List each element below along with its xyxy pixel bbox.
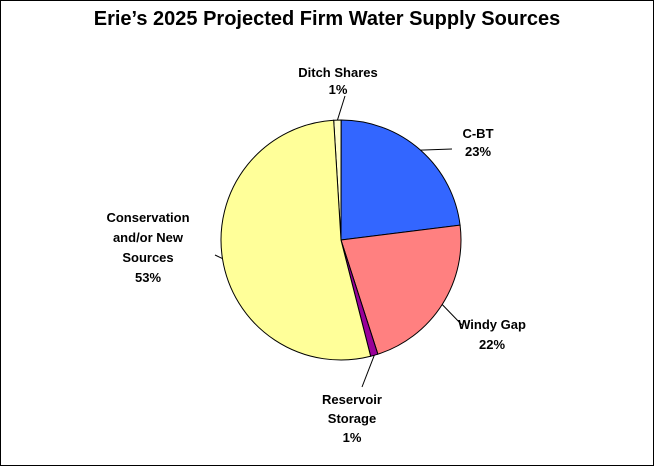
pie-slice-2 bbox=[340, 224, 462, 355]
pie-slice-1 bbox=[340, 119, 461, 241]
slice-category-label: C-BT bbox=[462, 126, 493, 141]
slice-value-label: 1% bbox=[329, 82, 348, 97]
leader-line-0 bbox=[336, 95, 346, 121]
leader-line-3 bbox=[361, 355, 375, 388]
slice-category-label: Ditch Shares bbox=[298, 65, 377, 80]
slice-label-2: Windy Gap 22% bbox=[458, 317, 526, 352]
slice-label-1: C-BT 23% bbox=[462, 126, 493, 159]
slice-label-4: Conservation and/or New Sources 53% bbox=[106, 210, 189, 285]
leader-line-1 bbox=[420, 148, 453, 151]
slice-category-label: Reservoir bbox=[322, 392, 382, 407]
slice-category-label: Windy Gap bbox=[458, 317, 526, 332]
leader-line-2 bbox=[441, 304, 463, 326]
slice-value-label: 1% bbox=[343, 430, 362, 445]
slice-value-label: 53% bbox=[135, 270, 161, 285]
slice-label-3: Reservoir Storage 1% bbox=[322, 392, 382, 445]
slice-category-label: Sources bbox=[122, 250, 173, 265]
leader-line-4 bbox=[214, 254, 223, 260]
slice-value-label: 22% bbox=[479, 337, 505, 352]
slice-category-label: Conservation bbox=[106, 210, 189, 225]
slice-category-label: and/or New bbox=[113, 230, 184, 245]
pie-slice-4 bbox=[220, 119, 372, 361]
chart-title: Erie’s 2025 Projected Firm Water Supply … bbox=[93, 8, 561, 30]
slice-value-label: 23% bbox=[465, 144, 491, 159]
slice-label-0: Ditch Shares 1% bbox=[298, 65, 377, 97]
slice-category-label: Storage bbox=[328, 411, 376, 426]
